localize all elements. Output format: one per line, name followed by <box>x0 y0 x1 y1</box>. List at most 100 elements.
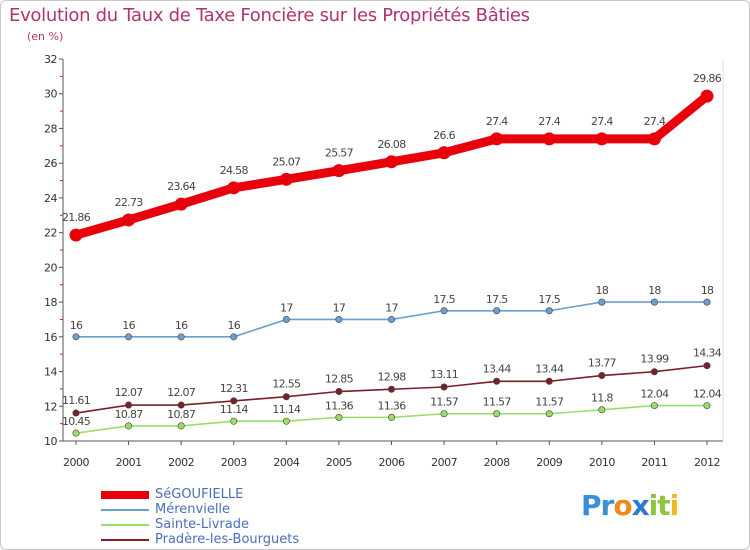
data-point <box>177 422 185 430</box>
legend-item: Mérenvielle <box>101 502 299 517</box>
data-point <box>595 132 609 146</box>
data-label: 23.64 <box>167 180 196 193</box>
data-label: 11.36 <box>378 399 407 412</box>
x-tick-label: 2008 <box>484 456 510 469</box>
data-label: 12.31 <box>220 382 248 395</box>
data-label: 12.85 <box>325 373 354 386</box>
data-label: 17.5 <box>486 293 508 306</box>
data-label: 26.08 <box>378 138 407 151</box>
data-label: 13.99 <box>640 353 669 366</box>
y-tick-label: 16 <box>44 331 57 344</box>
data-label: 11.57 <box>483 396 512 409</box>
chart-legend: SéGOUFIELLE Mérenvielle Sainte-Livrade Prad… <box>101 487 299 547</box>
data-point <box>440 410 448 418</box>
logo-letter: i <box>648 489 659 522</box>
data-point <box>493 377 501 385</box>
x-tick-label: 2001 <box>116 456 142 469</box>
data-point <box>69 228 83 242</box>
data-label: 11.8 <box>591 392 613 405</box>
y-tick-label: 28 <box>44 122 57 135</box>
data-point <box>335 315 343 323</box>
data-label: 13.44 <box>535 362 564 375</box>
data-point <box>174 197 188 211</box>
data-label: 27.4 <box>591 115 613 128</box>
chart-unit: (en %) <box>27 30 64 43</box>
data-label: 11.36 <box>325 399 354 412</box>
data-point <box>72 409 80 417</box>
data-point <box>282 315 290 323</box>
data-point <box>490 132 504 146</box>
data-point <box>703 402 711 410</box>
data-point <box>650 368 658 376</box>
logo-letter: P <box>581 489 602 522</box>
data-label: 11.57 <box>535 396 564 409</box>
data-label: 13.11 <box>430 368 458 381</box>
data-point <box>387 385 395 393</box>
data-label: 10.45 <box>62 415 91 428</box>
data-point <box>282 417 290 425</box>
data-label: 17 <box>280 301 293 314</box>
data-label: 10.87 <box>115 408 144 421</box>
data-point <box>332 164 346 178</box>
data-label: 10.87 <box>167 408 196 421</box>
data-label: 22.73 <box>115 196 144 209</box>
data-label: 24.58 <box>220 164 249 177</box>
data-label: 11.14 <box>220 403 249 416</box>
data-label: 16 <box>175 319 188 332</box>
data-label: 17.5 <box>433 293 455 306</box>
proxiti-logo: Proxiti <box>581 489 679 522</box>
data-label: 16 <box>70 319 83 332</box>
data-label: 26.6 <box>433 129 455 142</box>
legend-swatch <box>101 538 149 541</box>
logo-letter: t <box>657 489 670 522</box>
data-point <box>387 315 395 323</box>
y-tick-label: 20 <box>44 261 57 274</box>
data-label: 21.86 <box>62 211 91 224</box>
y-tick-label: 26 <box>44 157 57 170</box>
data-label: 14.34 <box>693 347 722 360</box>
data-point <box>125 401 133 409</box>
data-point <box>279 172 293 186</box>
data-label: 25.07 <box>272 155 301 168</box>
data-label: 12.55 <box>272 378 301 391</box>
x-tick-label: 2007 <box>431 456 457 469</box>
data-point <box>177 401 185 409</box>
data-point <box>230 333 238 341</box>
data-label: 18 <box>596 284 609 297</box>
legend-label: SéGOUFIELLE <box>155 487 244 502</box>
data-label: 12.07 <box>115 386 144 399</box>
data-label: 12.07 <box>167 386 196 399</box>
data-label: 17 <box>385 301 398 314</box>
data-point <box>125 333 133 341</box>
y-tick-label: 12 <box>44 400 57 413</box>
x-tick-label: 2000 <box>63 456 89 469</box>
data-point <box>335 388 343 396</box>
x-tick-label: 2004 <box>273 456 299 469</box>
y-tick-label: 14 <box>44 366 57 379</box>
data-label: 16 <box>122 319 135 332</box>
data-label: 13.44 <box>483 362 512 375</box>
data-point <box>598 298 606 306</box>
y-tick-label: 30 <box>44 88 57 101</box>
y-tick-label: 32 <box>44 53 57 66</box>
y-tick-label: 22 <box>44 227 57 240</box>
data-point <box>177 333 185 341</box>
legend-swatch <box>101 523 149 526</box>
data-point <box>493 307 501 315</box>
legend-label: Mérenvielle <box>155 502 231 517</box>
data-point <box>72 429 80 437</box>
data-label: 12.04 <box>693 388 722 401</box>
legend-label: Pradère-les-Bourguets <box>155 532 300 547</box>
data-label: 12.98 <box>378 370 407 383</box>
data-label: 29.86 <box>693 72 722 85</box>
data-label: 27.4 <box>486 115 508 128</box>
x-tick-label: 2009 <box>536 456 562 469</box>
data-point <box>72 333 80 341</box>
data-label: 11.14 <box>272 403 301 416</box>
data-label: 13.77 <box>588 357 617 370</box>
data-label: 27.4 <box>538 115 560 128</box>
data-point <box>650 402 658 410</box>
data-label: 25.57 <box>325 147 354 160</box>
legend-item: Pradère-les-Bourguets <box>101 532 299 547</box>
